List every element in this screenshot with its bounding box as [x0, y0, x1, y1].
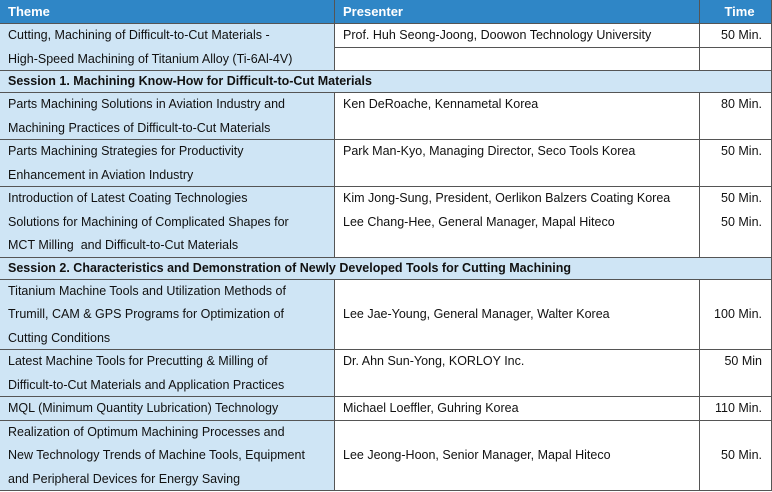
presenter-cell	[335, 279, 700, 350]
presenter-line: Dr. Ahn Sun-Yong, KORLOY Inc.	[343, 354, 525, 368]
theme-line: MQL (Minimum Quantity Lubrication) Techn…	[8, 401, 279, 415]
time-line: 50 Min.	[721, 448, 762, 462]
theme-line: Parts Machining Strategies for Productiv…	[8, 144, 244, 158]
time-line: 80 Min.	[721, 97, 762, 111]
presenter-cell	[335, 350, 700, 397]
theme-cell	[0, 140, 335, 187]
theme-cell	[0, 350, 335, 397]
theme-line: Cutting, Machining of Difficult-to-Cut M…	[8, 28, 270, 42]
time-line: 50 Min.	[721, 191, 762, 205]
theme-line: MCT Milling and Difficult-to-Cut Materia…	[8, 238, 239, 252]
session-title: Session 1. Machining Know-How for Diffic…	[8, 74, 372, 88]
presenter-line: Prof. Huh Seong-Joong, Doowon Technology…	[343, 28, 652, 42]
presenter-line: Lee Jeong-Hoon, Senior Manager, Mapal Hi…	[343, 448, 611, 462]
header-cell: Time	[700, 0, 772, 24]
theme-line: Introduction of Latest Coating Technolog…	[8, 191, 248, 205]
theme-line: Realization of Optimum Machining Process…	[8, 424, 285, 439]
theme-line: Enhancement in Aviation Industry	[8, 167, 194, 182]
presenter-cell	[335, 24, 700, 48]
time-line: 50 Min.	[721, 28, 762, 42]
presenter-line: Michael Loeffler, Guhring Korea	[343, 401, 519, 415]
presenter-cell	[335, 47, 700, 71]
theme-line: Trumill, CAM & GPS Programs for Optimiza…	[8, 307, 284, 321]
theme-cell	[0, 93, 335, 140]
theme-line: Machining Practices of Difficult-to-Cut …	[8, 120, 271, 135]
theme-line: Parts Machining Solutions in Aviation In…	[8, 97, 286, 111]
presenter-line: Lee Jae-Young, General Manager, Walter K…	[343, 307, 610, 321]
presenter-line: Lee Chang-Hee, General Manager, Mapal Hi…	[343, 214, 615, 229]
time-line: 50 Min.	[721, 144, 762, 158]
theme-line: Difficult-to-Cut Materials and Applicati…	[8, 377, 285, 392]
theme-line: and Peripheral Devices for Energy Saving	[8, 471, 241, 486]
time-cell	[700, 47, 772, 71]
presenter-cell	[335, 140, 700, 187]
theme-cell	[0, 187, 335, 258]
time-line: 50 Min.	[721, 214, 762, 229]
theme-line: Latest Machine Tools for Precutting & Mi…	[8, 354, 268, 368]
theme-cell	[0, 279, 335, 350]
time-line: 50 Min	[724, 354, 762, 368]
theme-cell	[0, 420, 335, 491]
theme-line: Solutions for Machining of Complicated S…	[8, 214, 289, 229]
theme-line: Cutting Conditions	[8, 330, 111, 345]
time-line: 100 Min.	[714, 307, 762, 321]
presenter-cell	[335, 420, 700, 491]
presenter-line: Kim Jong-Sung, President, Oerlikon Balze…	[343, 191, 671, 205]
presenter-cell	[335, 397, 700, 421]
presenter-cell	[335, 187, 700, 258]
time-line: 110 Min.	[714, 401, 762, 415]
theme-line: High-Speed Machining of Titanium Alloy (…	[8, 51, 293, 66]
theme-line: Titanium Machine Tools and Utilization M…	[8, 283, 286, 298]
presenter-cell	[335, 93, 700, 140]
theme-cell	[0, 24, 335, 71]
session-title: Session 2. Characteristics and Demonstra…	[8, 260, 572, 275]
header-cell: Theme	[0, 0, 335, 24]
theme-cell	[0, 397, 335, 421]
theme-line: New Technology Trends of Machine Tools, …	[8, 448, 305, 462]
presenter-line: Park Man-Kyo, Managing Director, Seco To…	[343, 144, 636, 158]
presenter-line: Ken DeRoache, Kennametal Korea	[343, 97, 539, 111]
header-cell: Presenter	[335, 0, 700, 24]
